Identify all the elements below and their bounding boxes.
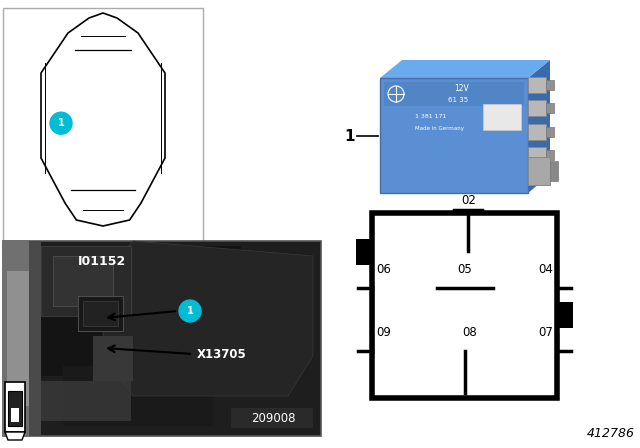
Text: Made in Germany: Made in Germany: [415, 125, 464, 130]
Bar: [29, 241, 41, 436]
Bar: [231, 408, 313, 428]
Text: 06: 06: [376, 263, 391, 276]
Bar: [528, 124, 546, 140]
Bar: [83, 301, 118, 326]
Text: 412786: 412786: [587, 427, 635, 440]
Circle shape: [179, 300, 201, 322]
Text: 1: 1: [187, 306, 193, 316]
Bar: [11, 408, 19, 422]
Bar: [5, 382, 25, 432]
Bar: [557, 302, 573, 327]
Bar: [550, 161, 558, 181]
Text: 05: 05: [457, 263, 472, 276]
Bar: [3, 8, 203, 248]
Text: X13705: X13705: [197, 348, 247, 361]
Bar: [356, 239, 372, 265]
Bar: [528, 77, 546, 93]
Bar: [372, 213, 557, 398]
Bar: [63, 366, 213, 426]
Polygon shape: [103, 241, 313, 396]
Text: 1: 1: [58, 118, 65, 128]
Bar: [546, 127, 554, 137]
Bar: [41, 246, 241, 376]
Bar: [546, 80, 554, 90]
Text: 12V: 12V: [454, 83, 469, 92]
Bar: [78, 296, 123, 331]
Text: 209008: 209008: [251, 412, 295, 425]
Polygon shape: [380, 60, 550, 78]
Bar: [53, 256, 113, 306]
Text: 09: 09: [376, 326, 391, 339]
Text: 08: 08: [463, 326, 477, 339]
Text: I01152: I01152: [78, 254, 126, 267]
Text: 02: 02: [461, 194, 476, 207]
Bar: [93, 336, 133, 381]
Text: 1: 1: [344, 129, 355, 143]
Text: 07: 07: [538, 326, 553, 339]
Circle shape: [50, 112, 72, 134]
Bar: [384, 82, 524, 106]
Bar: [41, 381, 131, 421]
Bar: [3, 241, 41, 436]
Bar: [380, 78, 528, 193]
Bar: [528, 147, 546, 163]
Polygon shape: [528, 60, 550, 193]
Bar: [483, 104, 521, 130]
Bar: [546, 103, 554, 113]
Bar: [3, 241, 321, 436]
Text: 1 381 171: 1 381 171: [415, 113, 446, 119]
Bar: [8, 391, 22, 426]
Bar: [7, 271, 29, 406]
Text: 61 35: 61 35: [448, 97, 468, 103]
Text: 04: 04: [538, 263, 553, 276]
Bar: [528, 100, 546, 116]
Polygon shape: [5, 432, 25, 440]
Bar: [528, 157, 550, 185]
Bar: [41, 246, 131, 316]
Bar: [546, 150, 554, 160]
